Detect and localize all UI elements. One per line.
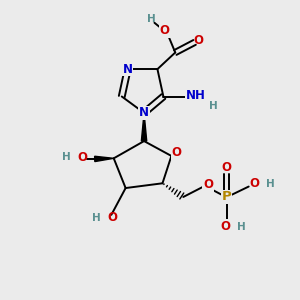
Text: H: H — [147, 14, 156, 24]
Text: NH: NH — [186, 89, 206, 102]
Text: O: O — [108, 211, 118, 224]
Text: O: O — [222, 161, 232, 174]
Polygon shape — [94, 156, 114, 162]
Text: H: H — [62, 152, 71, 162]
Text: N: N — [139, 106, 149, 119]
Text: H: H — [266, 178, 274, 189]
Text: O: O — [77, 151, 87, 164]
Text: H: H — [92, 213, 100, 223]
Text: N: N — [123, 63, 133, 76]
Text: O: O — [250, 177, 260, 190]
Text: O: O — [203, 178, 213, 191]
Text: O: O — [220, 220, 230, 232]
Polygon shape — [141, 113, 147, 141]
Text: O: O — [193, 34, 203, 47]
Text: H: H — [209, 101, 218, 111]
Text: H: H — [237, 222, 246, 232]
Text: P: P — [222, 190, 232, 203]
Text: O: O — [160, 24, 170, 37]
Text: O: O — [172, 146, 182, 160]
